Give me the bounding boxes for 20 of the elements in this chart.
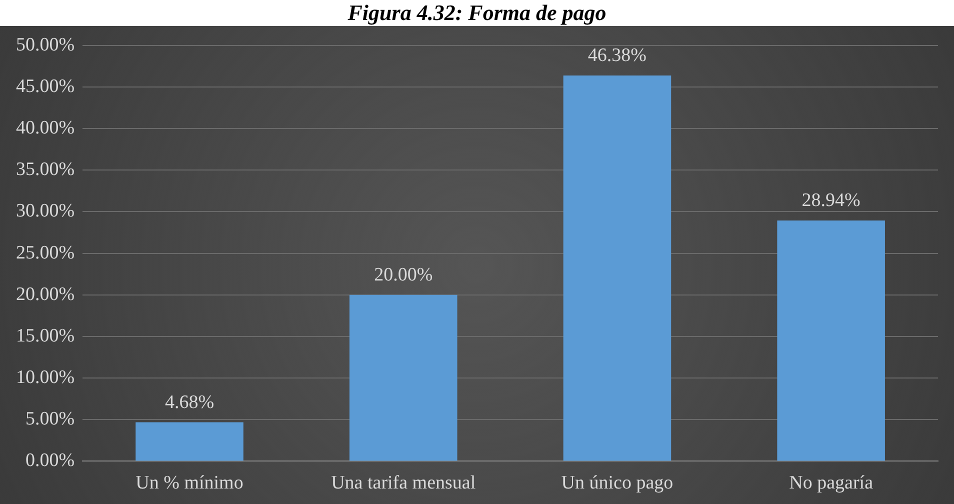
- y-tick-label: 15.00%: [16, 325, 75, 346]
- data-label: 46.38%: [588, 44, 647, 66]
- y-tick-label: 5.00%: [26, 408, 75, 430]
- chart-title: Figura 4.32: Forma de pago: [346, 0, 608, 26]
- y-tick-label: 10.00%: [16, 367, 75, 388]
- data-label: 4.68%: [164, 392, 214, 413]
- y-tick-label: 35.00%: [16, 159, 75, 180]
- y-tick-label: 20.00%: [16, 284, 75, 305]
- y-tick-label: 30.00%: [16, 200, 75, 222]
- x-tick-label: No pagaría: [789, 472, 874, 494]
- data-label: 20.00%: [374, 264, 433, 286]
- data-label: 28.94%: [802, 190, 861, 212]
- y-tick-label: 50.00%: [16, 34, 75, 56]
- y-tick-label: 25.00%: [16, 242, 75, 264]
- x-tick-label: Una tarifa mensual: [331, 472, 476, 494]
- y-tick-label: 40.00%: [16, 118, 75, 139]
- y-tick-label: 45.00%: [16, 76, 75, 97]
- x-tick-label: Un % mínimo: [136, 472, 244, 494]
- y-tick-label: 0.00%: [26, 450, 75, 472]
- x-tick-label: Un único pago: [561, 472, 674, 494]
